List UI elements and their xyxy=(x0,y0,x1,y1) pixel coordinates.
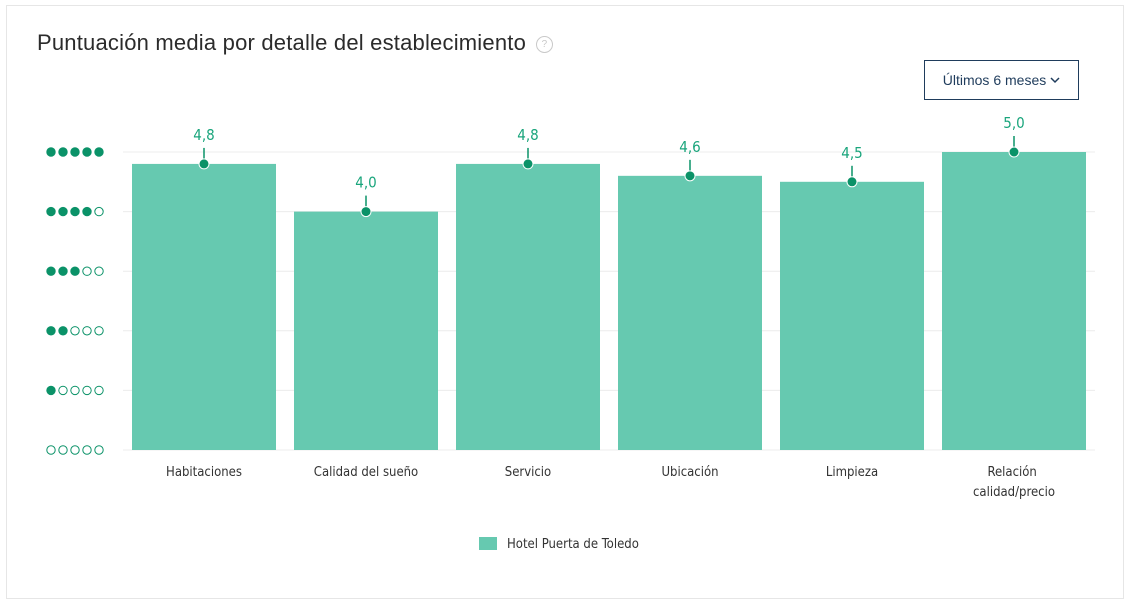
bar xyxy=(942,152,1086,450)
dot-filled xyxy=(70,206,80,217)
y-tick-label xyxy=(46,385,104,396)
dot-filled xyxy=(58,266,68,276)
dot-filled xyxy=(82,147,92,157)
bar xyxy=(780,181,924,451)
bar-marker xyxy=(198,158,210,170)
dot-empty xyxy=(94,445,104,455)
dot-filled xyxy=(58,326,68,336)
value-label: 4,0 xyxy=(355,174,376,192)
legend-label: Hotel Puerta de Toledo xyxy=(507,537,639,552)
value-label: 5,0 xyxy=(1003,114,1024,132)
dot-filled xyxy=(46,326,56,336)
bar-marker xyxy=(522,158,534,170)
bar-marker xyxy=(846,176,858,188)
dot-empty xyxy=(58,385,68,396)
dot-empty xyxy=(94,206,104,217)
dot-filled xyxy=(70,147,80,157)
dot-empty xyxy=(58,445,68,455)
x-tick-label: Calidad del sueño xyxy=(314,465,418,480)
dot-empty xyxy=(94,385,104,396)
dot-filled xyxy=(58,206,68,217)
value-label: 4,8 xyxy=(193,126,214,144)
y-tick-label xyxy=(46,206,104,217)
bar-marker xyxy=(1008,146,1020,158)
help-icon[interactable]: ? xyxy=(536,35,554,53)
x-tick-label: Limpieza xyxy=(826,465,878,480)
card xyxy=(6,5,1124,599)
value-label: 4,5 xyxy=(841,144,862,162)
bar-marker xyxy=(360,206,372,218)
chart-title: Puntuación media por detalle del estable… xyxy=(37,30,554,56)
dot-filled xyxy=(46,266,56,276)
dot-empty xyxy=(70,326,80,336)
dot-filled xyxy=(46,147,56,157)
dot-filled xyxy=(58,147,68,157)
dot-filled xyxy=(70,266,80,276)
dropdown-label: Últimos 6 meses xyxy=(942,72,1047,88)
chevron xyxy=(1050,76,1060,83)
y-tick-label xyxy=(46,445,104,455)
value-label: 4,8 xyxy=(517,126,538,144)
bar xyxy=(294,211,438,450)
y-tick-label xyxy=(46,147,104,157)
y-tick-label xyxy=(46,326,104,336)
dot-empty xyxy=(70,445,80,455)
dot-filled xyxy=(82,206,92,217)
dot-empty xyxy=(94,266,104,276)
dot-empty xyxy=(46,445,56,455)
y-tick-label xyxy=(46,266,104,276)
bar xyxy=(132,163,276,451)
value-label: 4,6 xyxy=(679,138,700,156)
title-text: Puntuación media por detalle del estable… xyxy=(37,30,527,55)
bar xyxy=(618,175,762,450)
x-tick-label: Ubicación xyxy=(661,465,718,480)
dot-filled xyxy=(94,147,104,157)
x-tick-label: Habitaciones xyxy=(166,465,242,480)
x-tick-label: Relación calidad/precio xyxy=(973,465,1055,500)
bar xyxy=(456,163,600,451)
bar-marker xyxy=(684,170,696,182)
dot-empty xyxy=(82,385,92,396)
period-dropdown[interactable]: Últimos 6 meses xyxy=(924,60,1079,100)
dot-empty xyxy=(94,326,104,336)
dot-empty xyxy=(82,326,92,336)
dot-empty xyxy=(70,385,80,396)
dot-filled xyxy=(46,206,56,217)
x-tick-label: Servicio xyxy=(505,465,551,480)
dot-empty xyxy=(82,266,92,276)
dot-filled xyxy=(46,385,56,396)
legend-swatch xyxy=(479,537,497,550)
dot-empty xyxy=(82,445,92,455)
